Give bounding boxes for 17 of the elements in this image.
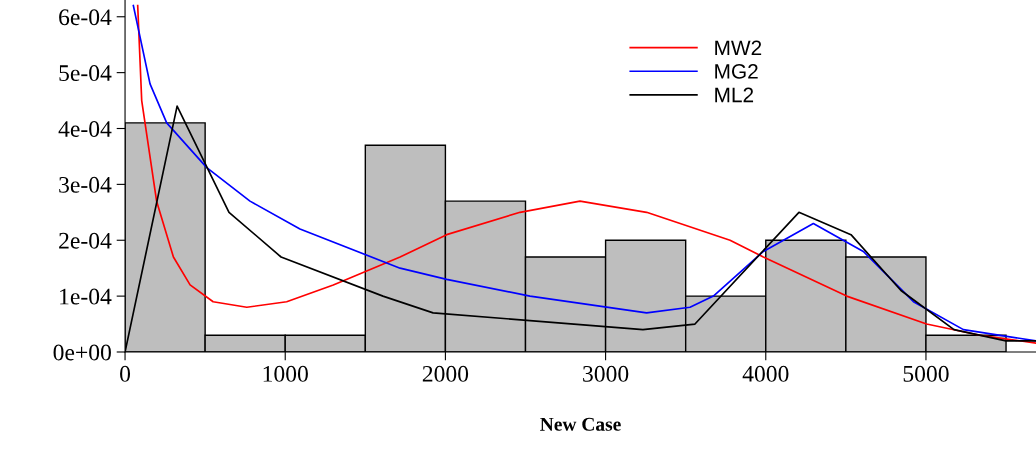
legend-label: MW2 <box>715 40 762 55</box>
y-tick-label: 0e+00 <box>53 344 111 361</box>
legend-label: ML2 <box>715 87 754 103</box>
y-tick-label: 1e-04 <box>60 288 112 305</box>
x-tick-label: 5000 <box>903 365 949 382</box>
y-tick-label: 2e-04 <box>59 232 112 249</box>
x-tick-label: 0 <box>120 365 131 382</box>
x-axis-title: New Case <box>540 417 621 431</box>
x-tick-label: 3000 <box>583 365 629 382</box>
x-tick-label: 4000 <box>742 365 789 382</box>
y-tick-label: 3e-04 <box>59 176 112 193</box>
x-tick-label: 1000 <box>263 365 308 382</box>
y-tick-label: 5e-04 <box>59 65 112 82</box>
y-tick-label: 4e-04 <box>58 120 112 137</box>
x-tick-label: 2000 <box>422 365 469 382</box>
legend-label: MG2 <box>715 64 758 79</box>
y-tick-label: 6e-04 <box>59 9 112 26</box>
